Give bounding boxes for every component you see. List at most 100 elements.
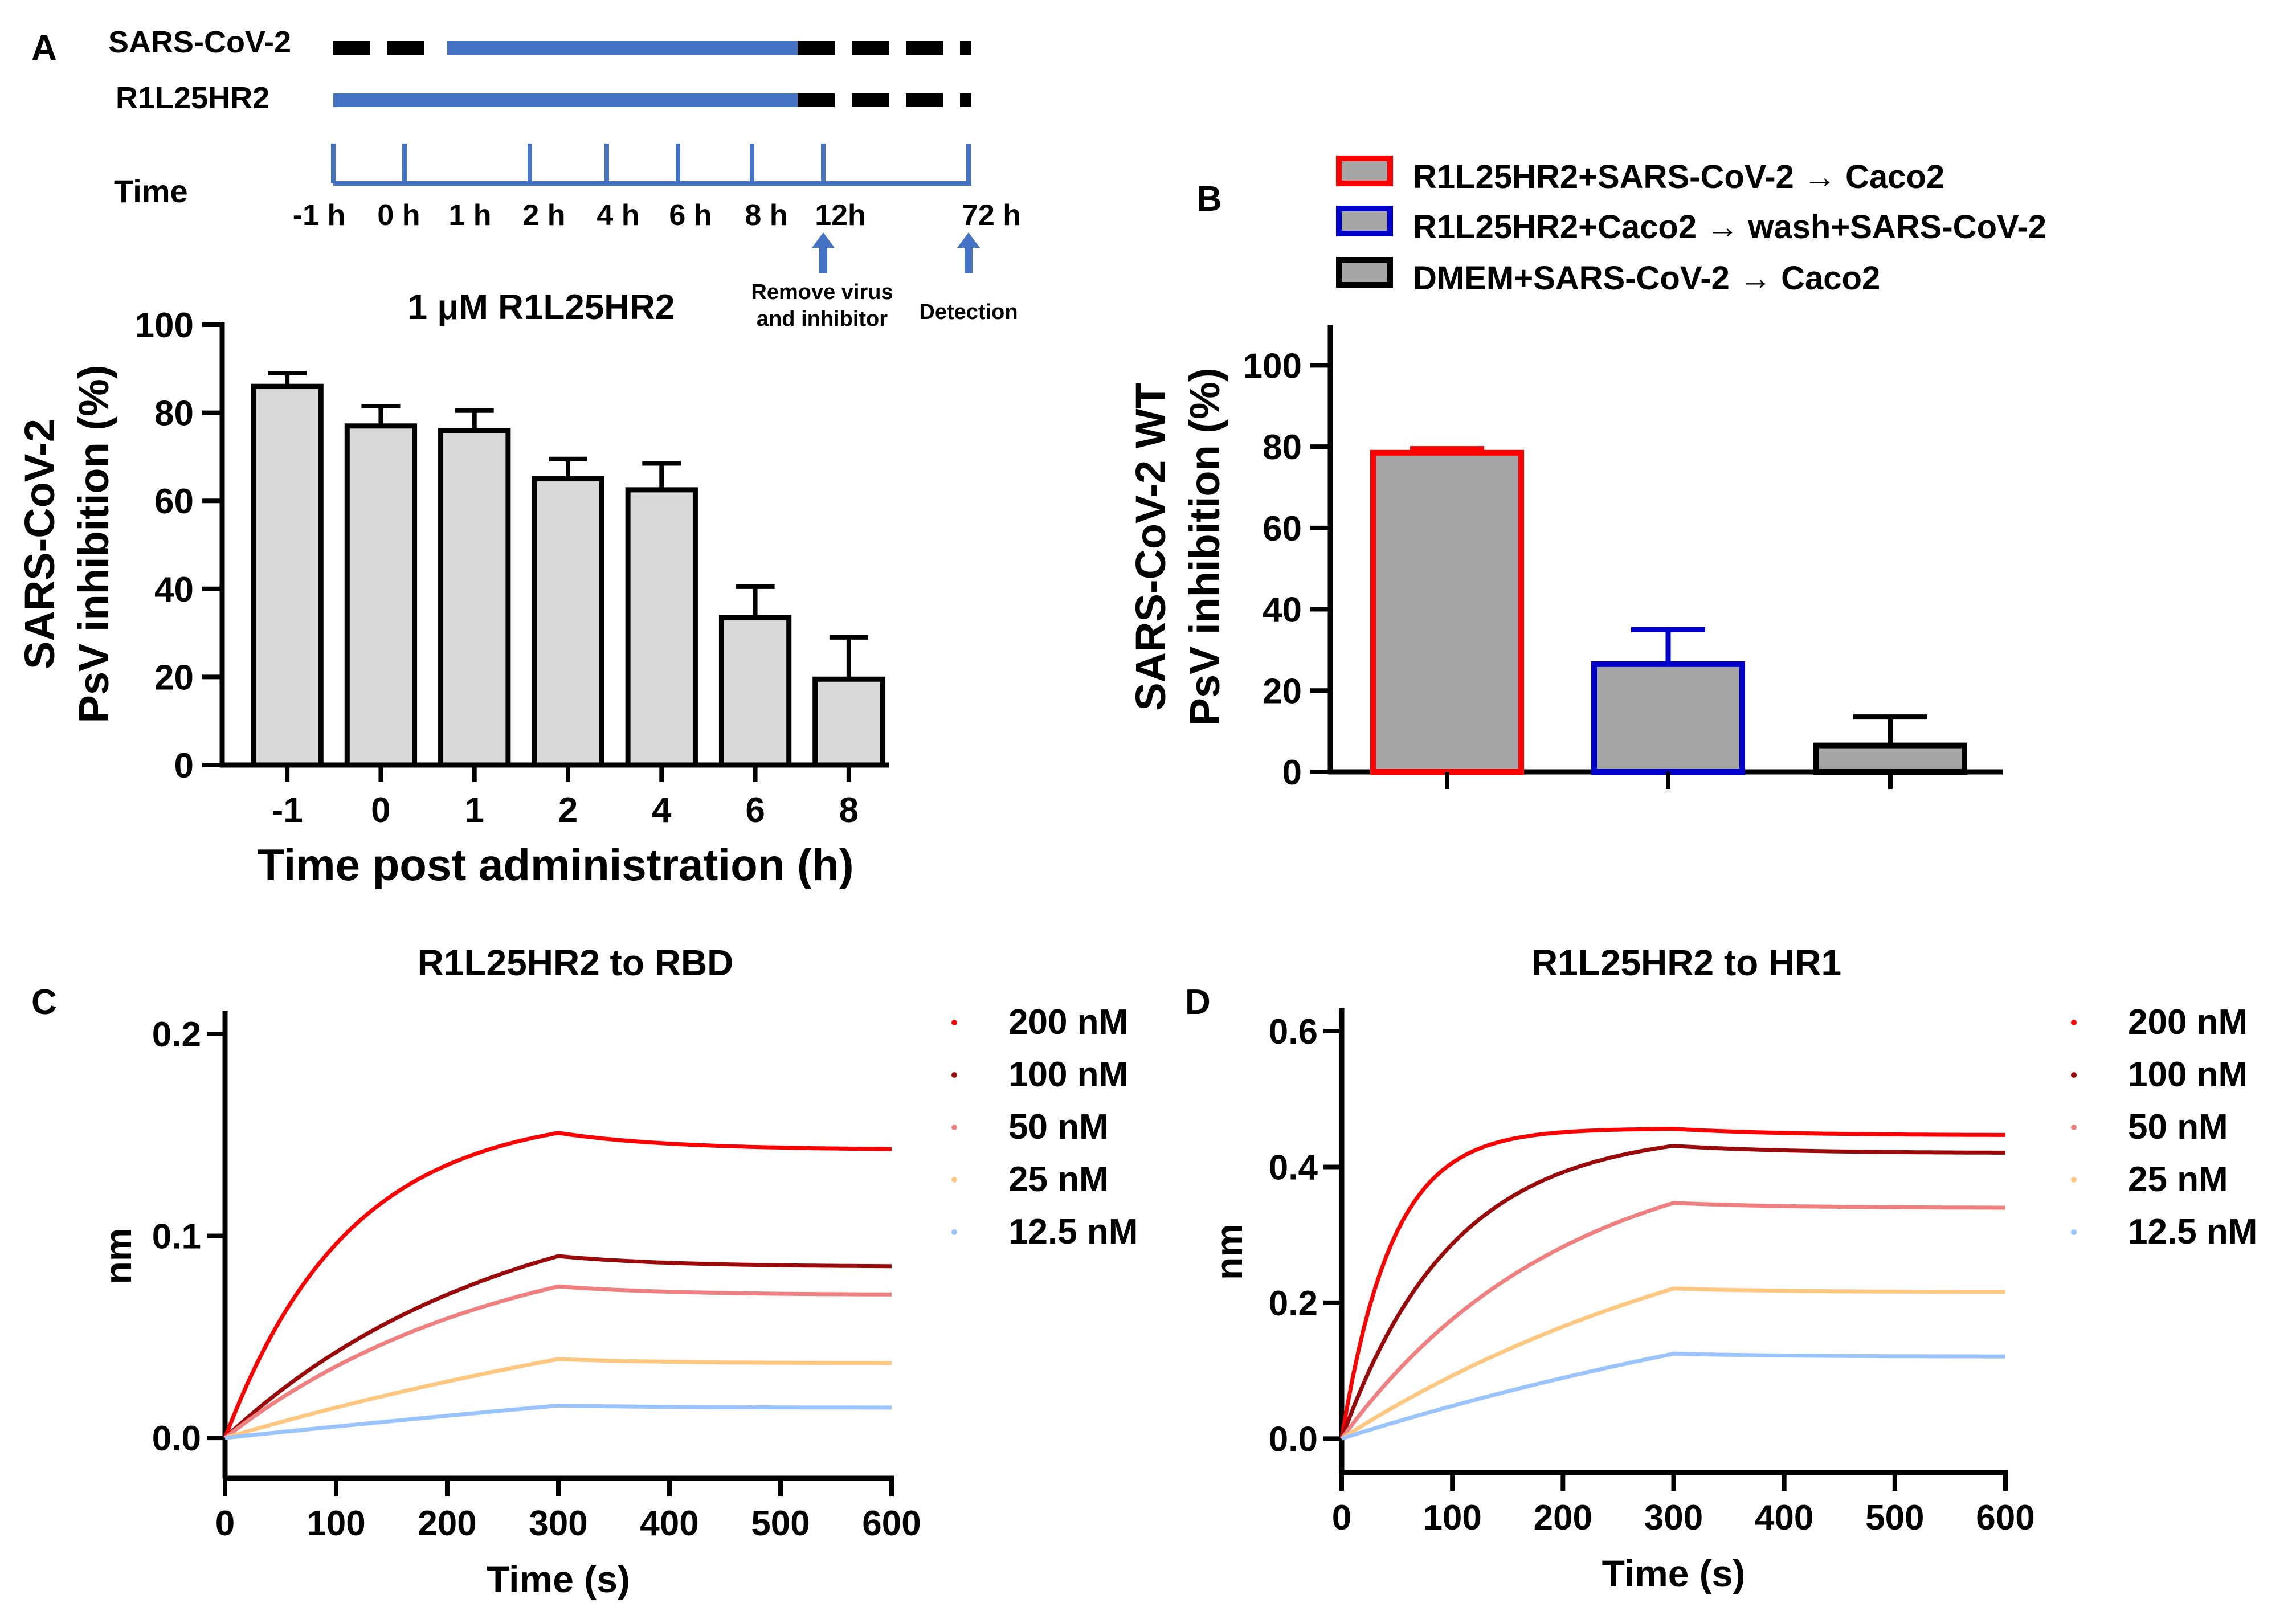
chart-d-title: R1L25HR2 to HR1 [1531, 942, 1841, 983]
chart-a-y-tick-label: 40 [154, 570, 194, 610]
legend-b-swatch [1336, 206, 1393, 236]
timeline-tick-label: 72 h [962, 199, 1021, 232]
chart-b-y-tick-label: 0 [1282, 753, 1302, 792]
chart-a-x-tick-label: 0 [371, 791, 390, 830]
chart-a-y-tick-label: 0 [174, 746, 194, 786]
chart-b-bar [1813, 742, 1967, 775]
chart-a-bar [344, 423, 418, 768]
chart-d-y-tick-label: 0.4 [1269, 1148, 1318, 1187]
chart-d-legend-label: 50 nM [2128, 1107, 2228, 1147]
legend-b-label: DMEM+SARS-CoV-2 → Caco2 [1413, 260, 1880, 297]
chart-b-ylabel-line2: PsV inhibition (%) [1181, 368, 1228, 726]
chart-d-series-line [1341, 1351, 2005, 1441]
chart-c: R1L25HR2 to RBD 0.0 0.1 0.2 0 100 200 300 400 500… [97, 942, 1138, 1600]
chart-c-legend-label: 25 nM [1008, 1160, 1109, 1199]
timeline-axis-label: Time [114, 173, 188, 209]
timeline-tick-label: 0 h [377, 199, 420, 232]
chart-a-bar [532, 476, 604, 768]
chart-c-x-tick-label: 100 [307, 1504, 365, 1543]
chart-a-y-tick-label: 60 [154, 482, 194, 521]
chart-c-xlabel: Time (s) [487, 1558, 630, 1600]
chart-d-ylabel: nm [1208, 1224, 1250, 1280]
chart-d-legend-marker [2071, 1125, 2077, 1130]
chart-d-legend-label: 200 nM [2128, 1003, 2248, 1042]
timeline-tick-label: 4 h [597, 199, 639, 232]
chart-a-ylabel-line2: PsV inhibition (%) [70, 365, 117, 723]
annotation-detection-line1: Detection [919, 300, 1018, 324]
chart-d-y-tick-label: 0.6 [1269, 1012, 1318, 1052]
chart-a-bar [438, 428, 511, 768]
chart-c-x-tick-label: 300 [529, 1504, 587, 1543]
chart-c-legend-marker [951, 1020, 957, 1025]
chart-a-bar [251, 383, 324, 768]
panel-label-c: C [31, 983, 57, 1022]
chart-c-y-tick-label: 0.1 [152, 1217, 201, 1257]
timeline-tick-label: 6 h [669, 199, 712, 232]
chart-d-series-line [1340, 1201, 2005, 1440]
chart-d-xlabel: Time (s) [1602, 1552, 1746, 1594]
chart-b-y-tick-label: 60 [1263, 509, 1302, 549]
chart-d-series-line [1341, 1286, 2005, 1441]
chart-c-x-tick-label: 200 [418, 1504, 476, 1543]
chart-c-legend-marker [951, 1229, 957, 1235]
panel-label-a: A [31, 28, 57, 68]
annotation-remove: Remove virus and inhibitor [751, 232, 893, 331]
chart-d-legend-label: 12.5 nM [2128, 1212, 2257, 1252]
chart-c-legend-marker [951, 1177, 957, 1183]
chart-a-bar [812, 676, 885, 768]
chart-c-x-tick-label: 0 [215, 1504, 235, 1543]
chart-c-series-line [224, 1403, 892, 1440]
chart-d-y-tick-label: 0.2 [1269, 1284, 1318, 1323]
chart-a-bar [625, 487, 698, 768]
chart-a-y-tick-label: 100 [135, 306, 194, 345]
chart-a-bar [718, 615, 792, 768]
chart-d-legend-marker [2071, 1229, 2077, 1235]
timeline-tick-label: 2 h [522, 199, 565, 232]
chart-d-legend-label: 25 nM [2128, 1160, 2228, 1199]
timeline-tick-label: 8 h [745, 199, 787, 232]
annotation-remove-line1: Remove virus [751, 280, 893, 304]
chart-a-y-tick-label: 20 [154, 658, 194, 697]
timeline-tick-label: 12h [815, 199, 866, 232]
chart-c-title: R1L25HR2 to RBD [418, 942, 734, 983]
chart-a-x-tick-label: 2 [558, 791, 578, 830]
chart-c-x-tick-label: 600 [862, 1504, 921, 1543]
chart-c-legend-marker [951, 1125, 957, 1130]
chart-b-y-tick-label: 20 [1263, 672, 1302, 711]
chart-d-x-tick-label: 600 [1976, 1498, 2034, 1538]
chart-a-xlabel: Time post administration (h) [257, 840, 853, 890]
chart-b-y-tick-label: 80 [1263, 428, 1302, 467]
chart-a-y-tick-label: 80 [154, 394, 194, 434]
chart-c-legend-label: 200 nM [1008, 1003, 1128, 1042]
chart-a-ylabel-line1: SARS-CoV-2 [16, 419, 63, 669]
timeline-tick-label: -1 h [293, 199, 345, 232]
chart-c-y-tick-label: 0.0 [152, 1419, 201, 1458]
chart-b-bar [1370, 449, 1524, 775]
chart-a-x-tick-label: -1 [272, 791, 303, 830]
chart-b-y-tick-label: 40 [1263, 591, 1302, 630]
timeline-row-label-sars: SARS-CoV-2 [108, 25, 291, 59]
chart-a-x-tick-label: 4 [652, 791, 672, 830]
chart-a-x-tick-label: 1 [464, 791, 484, 830]
timeline-tick-label: 1 h [448, 199, 491, 232]
chart-c-legend-marker [951, 1072, 957, 1078]
chart-c-legend-label: 50 nM [1008, 1107, 1109, 1147]
chart-c-x-tick-label: 500 [751, 1504, 810, 1543]
chart-c-series-line [224, 1357, 892, 1440]
chart-d-x-tick-label: 100 [1423, 1498, 1481, 1538]
chart-c-series-line [223, 1284, 892, 1440]
chart-a-title: 1 μM R1L25HR2 [408, 288, 675, 327]
chart-d-y-tick-label: 0.0 [1269, 1420, 1318, 1459]
legend-b-label: R1L25HR2+SARS-CoV-2 → Caco2 [1413, 158, 1944, 195]
chart-d-series-line [1339, 1127, 2005, 1439]
panel-label-d: D [1185, 983, 1211, 1022]
chart-d-legend-marker [2071, 1072, 2077, 1078]
chart-c-y-tick-label: 0.2 [152, 1015, 201, 1054]
panel-label-b: B [1196, 179, 1222, 219]
chart-c-ylabel: nm [97, 1228, 139, 1285]
chart-a: 1 μM R1L25HR2 0 20 40 60 80 100 -1 0 1 2 4 6 8 Time po… [16, 288, 889, 890]
legend-b-label: R1L25HR2+Caco2 → wash+SARS-CoV-2 [1413, 208, 2046, 246]
chart-c-series-line [223, 1131, 892, 1439]
legend-b-swatch [1336, 257, 1393, 288]
